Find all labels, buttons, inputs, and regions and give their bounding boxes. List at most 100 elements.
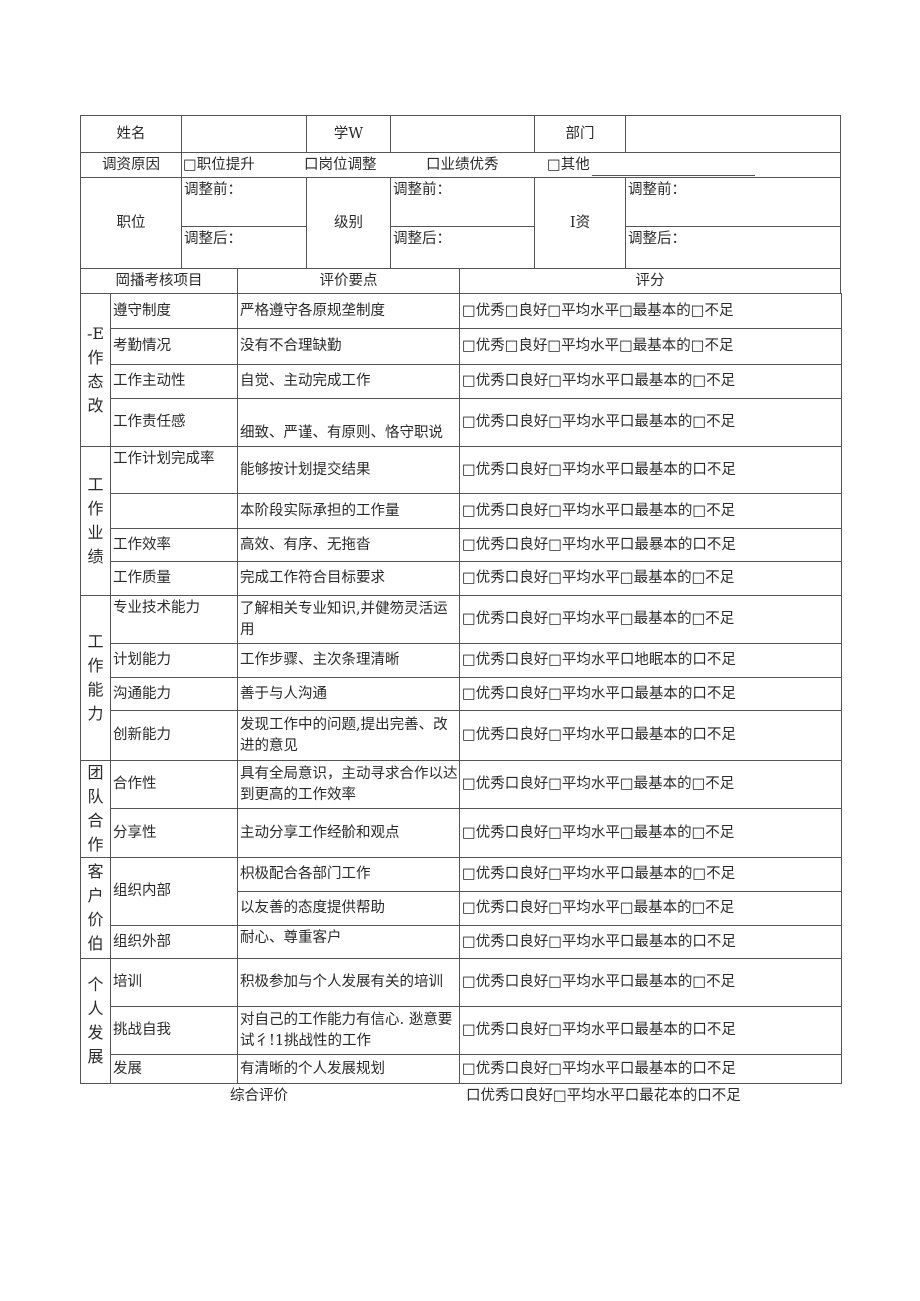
salary-after-field[interactable]: 调整后：	[625, 226, 841, 269]
evaluation-key-point: 能够按计划提交结果	[237, 446, 460, 494]
category-label-char: 团	[87, 763, 104, 782]
rating-options[interactable]: □优秀□良好□平均水平□最基本的□不足	[459, 328, 842, 365]
item-label: 考勤情况	[110, 328, 238, 365]
salary-before-label: 调整前：	[628, 182, 686, 198]
rating-options[interactable]: □优秀口良好□平均水平口最基本的□不足	[459, 958, 842, 1007]
item-label: 挑战自我	[110, 1006, 238, 1055]
item-label: 遵守制度	[110, 293, 238, 329]
level-after-label: 调整后：	[393, 231, 451, 247]
column-header-item: 岡播考核项目	[80, 268, 238, 294]
evaluation-key-point: 了解相关专业知识,并健笏灵活运用	[237, 595, 460, 644]
item-label: 工作主动性	[110, 364, 238, 399]
evaluation-key-point: 高效、有序、无拖沓	[237, 528, 460, 562]
category-label: 工作业绩	[80, 446, 111, 596]
dept-field[interactable]	[625, 115, 841, 153]
id-field[interactable]	[390, 115, 535, 153]
category-label-char: 作	[87, 656, 104, 675]
level-label: 级别	[306, 177, 391, 269]
rating-options[interactable]: □优秀口良好□平均水平口最基本的口不足	[459, 677, 842, 711]
reason-options: □职位提升 口岗位调整 口业绩优秀 □其他	[181, 152, 841, 178]
rating-options[interactable]: □优秀口良好□平均水平□最基本的□不足	[459, 595, 842, 644]
category-label-char: 客	[87, 862, 104, 881]
evaluation-key-point: 细致、严谨、有原则、恪守职说	[237, 398, 460, 447]
rating-options[interactable]: □优秀口良好□平均水平口最基本的口不足	[459, 1054, 842, 1084]
category-label: 工作能力	[80, 595, 111, 761]
evaluation-key-point: 工作步骤、主次条理清晰	[237, 643, 460, 678]
reason-other-field[interactable]	[592, 155, 755, 176]
rating-options[interactable]: □优秀口良好□平均水平□最基本的□不足	[459, 808, 842, 858]
evaluation-key-point: 本阶段实际承担的工作量	[237, 493, 460, 529]
item-label: 工作责任感	[110, 398, 238, 447]
category-label-char: 态	[87, 372, 104, 391]
category-label: 团队合作	[80, 760, 111, 858]
rating-options[interactable]: □优秀口良好□平均水平□最基本的□不足	[459, 891, 842, 926]
rating-options[interactable]: □优秀口良好□平均水平口地眠本的口不足	[459, 643, 842, 678]
reason-label: 调资原因	[80, 152, 182, 178]
evaluation-key-point: 对自己的工作能力有信心. 逖意要试彳!1挑战性的工作	[237, 1006, 460, 1055]
id-label: 学W	[306, 115, 391, 153]
reason-option-performance[interactable]: 口业绩优秀	[426, 157, 499, 173]
rating-options[interactable]: □优秀口良好□平均水平口最基本的□不足	[459, 857, 842, 892]
dept-label: 部门	[534, 115, 626, 153]
position-before-field[interactable]: 调整前：	[181, 177, 307, 227]
evaluation-key-point: 以友善的态度提供帮助	[237, 891, 460, 926]
name-label: 姓名	[80, 115, 182, 153]
item-label: 组织外部	[110, 925, 238, 959]
item-label: 分享性	[110, 808, 238, 858]
evaluation-key-point: 主动分享工作经骱和观点	[237, 808, 460, 858]
name-field[interactable]	[181, 115, 307, 153]
evaluation-key-point: 没有不合理缺勤	[237, 328, 460, 365]
rating-options[interactable]: □优秀口良好□平均水平口最基本的口不足	[459, 925, 842, 959]
evaluation-key-point: 自觉、主动完成工作	[237, 364, 460, 399]
category-label-char: 工	[87, 475, 104, 494]
rating-options[interactable]: □优秀口良好□平均水平□最基本的□不足	[459, 561, 842, 596]
reason-option-promotion[interactable]: □职位提升	[183, 157, 255, 173]
evaluation-key-point: 耐心、尊重客户	[237, 925, 460, 959]
category-label-char: 力	[87, 704, 104, 723]
category-label-char: 户	[87, 886, 104, 905]
category-label-char: 作	[87, 348, 104, 367]
item-label: 组织内部	[110, 857, 238, 926]
level-after-field[interactable]: 调整后：	[390, 226, 535, 269]
category-label-char: 作	[87, 499, 104, 518]
reason-option-transfer[interactable]: 口岗位调整	[304, 157, 377, 173]
salary-after-label: 调整后：	[628, 231, 686, 247]
position-after-label: 调整后：	[184, 231, 242, 247]
rating-options[interactable]: □优秀口良好□平均水平口最基本的口不足	[459, 710, 842, 761]
summary-rating[interactable]: 口优秀口良好□平均水平口最花本的口不足	[466, 1088, 741, 1104]
level-before-field[interactable]: 调整前：	[390, 177, 535, 227]
category-label-char: 发	[87, 1023, 104, 1042]
rating-options[interactable]: □优秀口良好□平均水平口最基本的□不足	[459, 398, 842, 447]
rating-options[interactable]: □优秀口良好□平均水平口最基本的□不足	[459, 364, 842, 399]
evaluation-key-point: 枳极配合各部门工作	[237, 857, 460, 892]
evaluation-key-point: 具有全局意识，主动寻求合作以达到更高的工作效率	[237, 760, 460, 809]
category-label-char: 合	[87, 811, 104, 830]
evaluation-key-point: 严格遵守各原规垄制度	[237, 293, 460, 329]
item-label: 沟通能力	[110, 677, 238, 711]
category-label-char: 业	[87, 523, 104, 542]
category-label-char: 工	[87, 632, 104, 651]
reason-option-other[interactable]: □其他	[547, 157, 590, 173]
category-label: 客户价伯	[80, 857, 111, 959]
salary-before-field[interactable]: 调整前：	[625, 177, 841, 227]
rating-options[interactable]: □优秀口良好□平均水平口最基本的□不足	[459, 493, 842, 529]
item-label: 计划能力	[110, 643, 238, 678]
rating-options[interactable]: □优秀口良好□平均水平口最基本的口不足	[459, 1006, 842, 1055]
category-label-char: 改	[87, 396, 104, 415]
summary-label: 综合评价	[230, 1088, 288, 1104]
column-header-score: 评分	[459, 268, 841, 294]
item-label: 专业技术能力	[110, 595, 238, 644]
category-label-char: 作	[87, 835, 104, 854]
category-label-char: 伯	[87, 934, 104, 953]
rating-options[interactable]: □优秀口良好□平均水平□最基本的□不足	[459, 760, 842, 809]
rating-options[interactable]: □优秀□良好□平均水平□最基本的□不足	[459, 293, 842, 329]
category-label: 个人发展	[80, 958, 111, 1084]
position-after-field[interactable]: 调整后：	[181, 226, 307, 269]
rating-options[interactable]: □优秀口良好□平均水平口最基本的口不足	[459, 446, 842, 494]
item-label: 创新能力	[110, 710, 238, 761]
rating-options[interactable]: □优秀口良好□平均水平口最暴本的口不足	[459, 528, 842, 562]
evaluation-key-point: 有清晰的个人发展规划	[237, 1054, 460, 1084]
category-label-char: -E	[86, 324, 105, 343]
evaluation-key-point: 完成工作符合目标要求	[237, 561, 460, 596]
item-label: 工作质量	[110, 561, 238, 596]
